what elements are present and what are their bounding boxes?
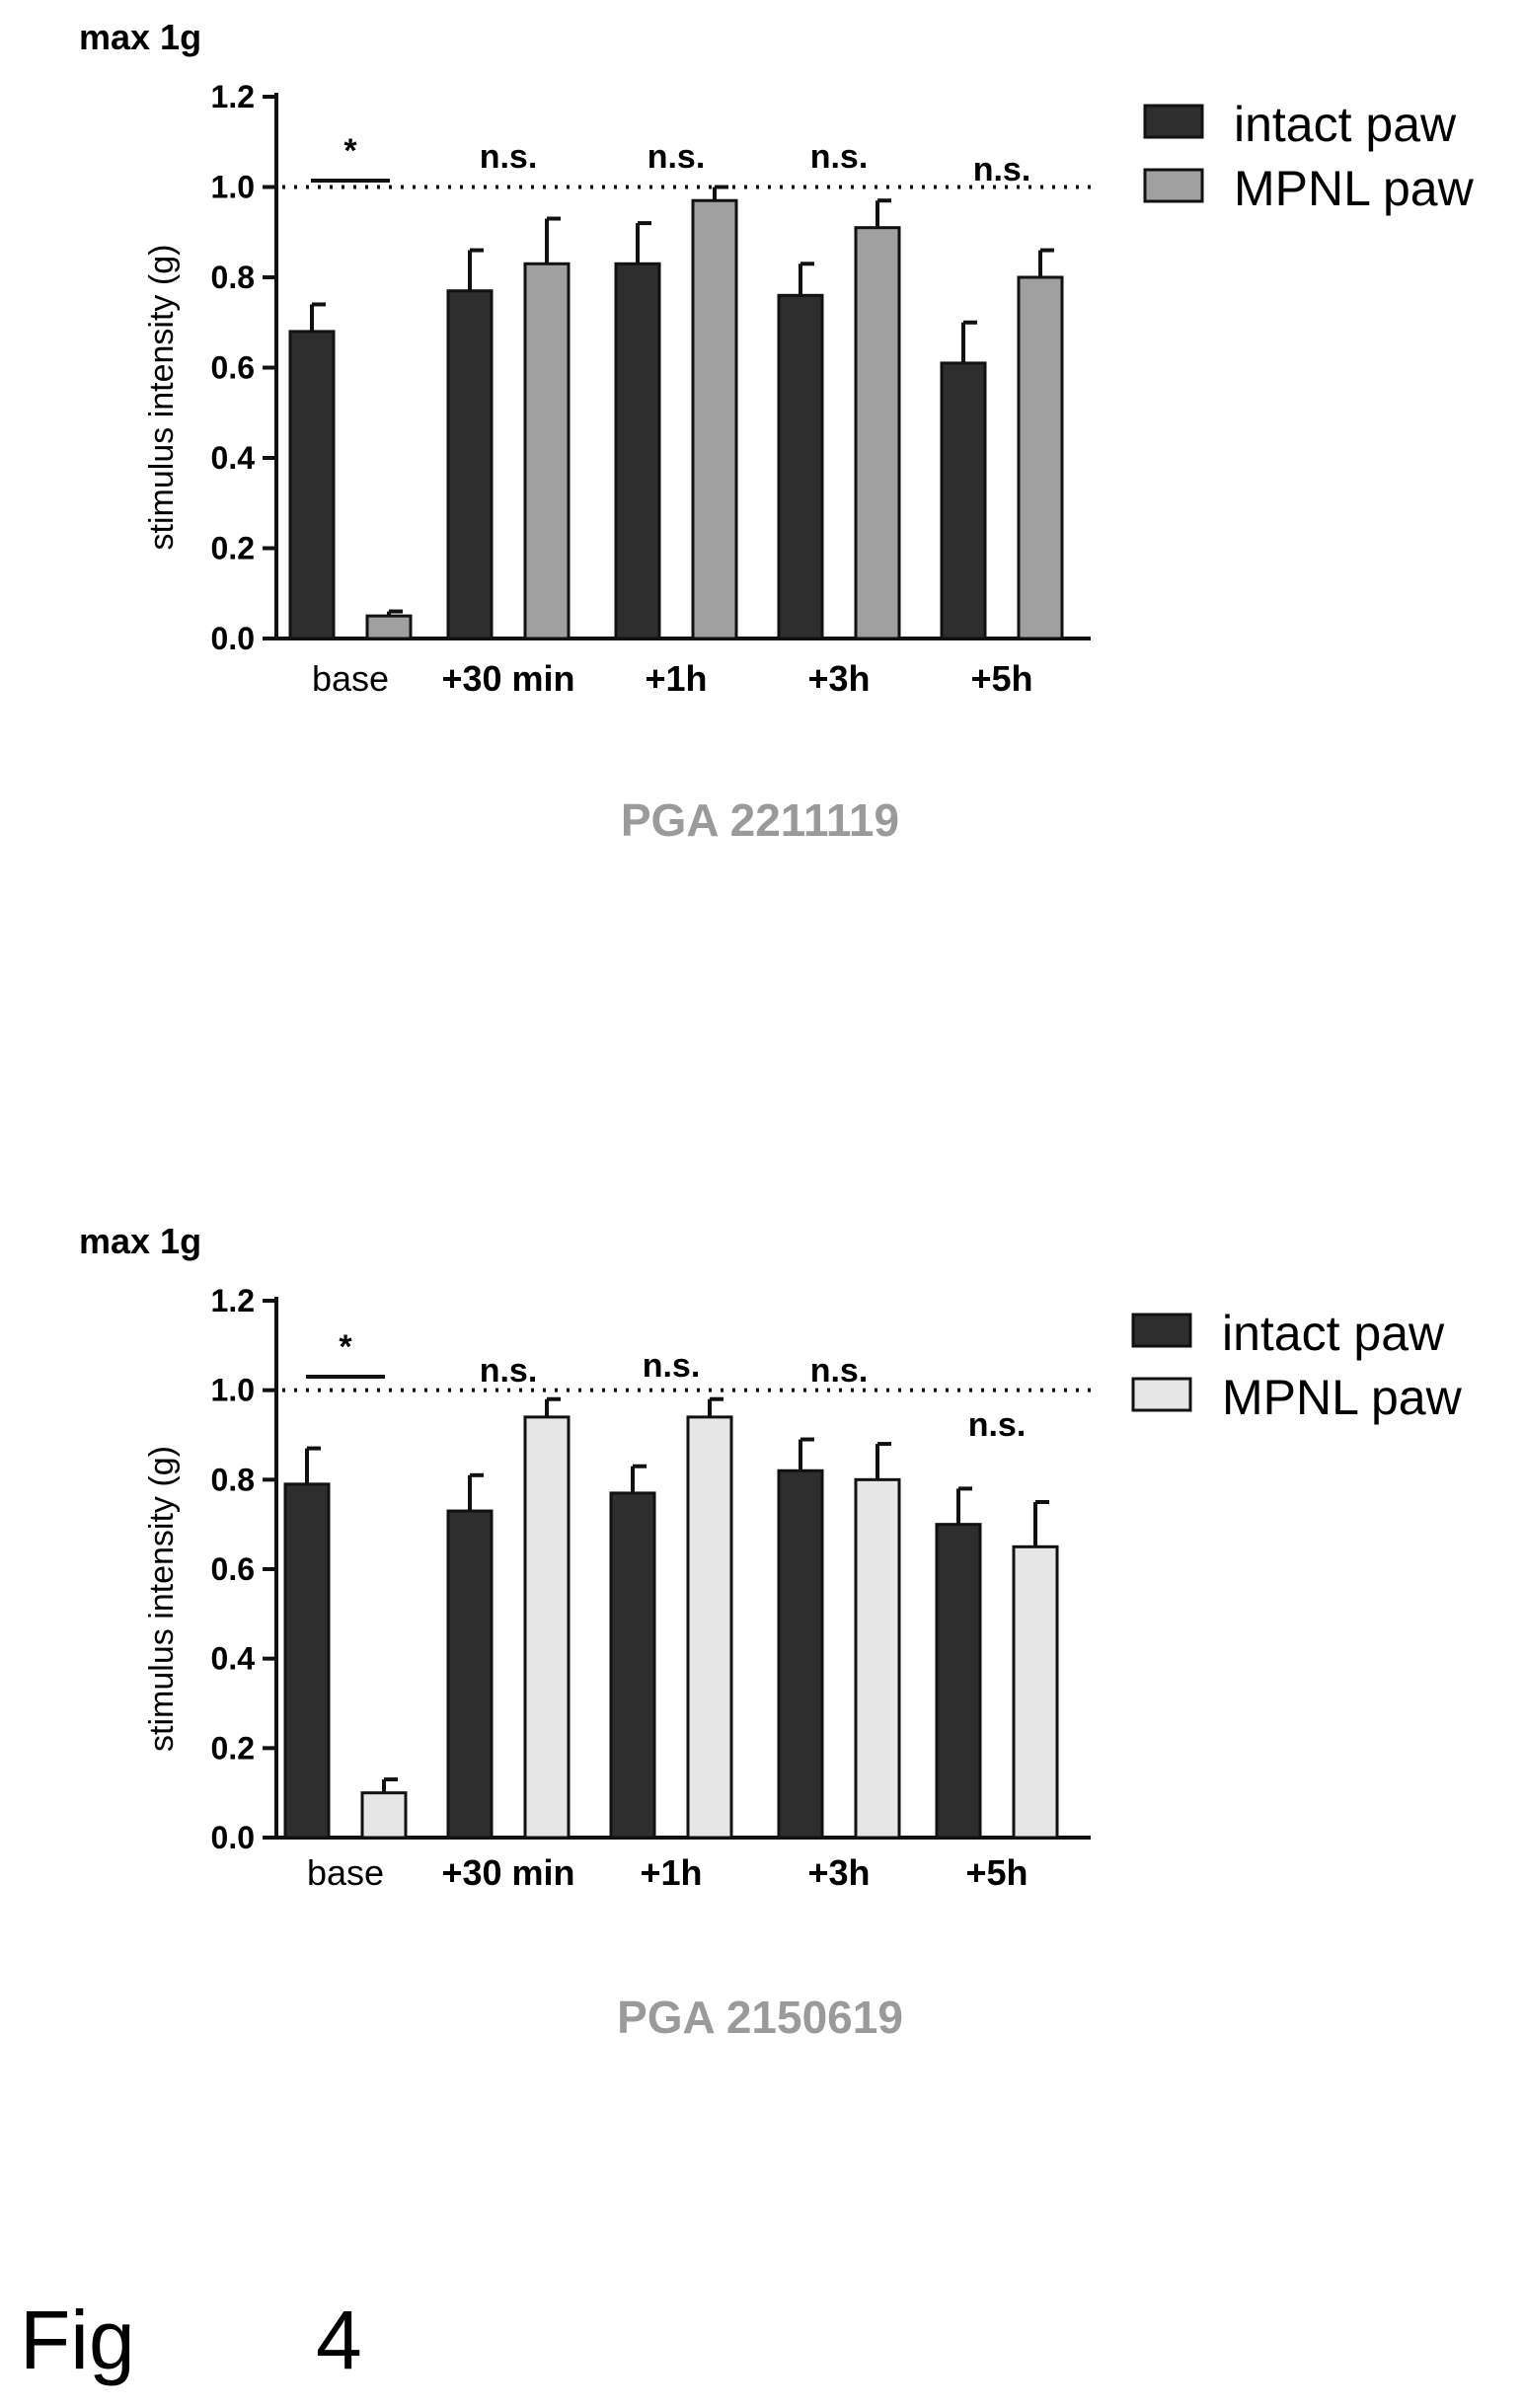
- x-tick-label: +3h: [807, 658, 870, 699]
- bar-intact: [446, 289, 494, 640]
- y-tick-label: 0.0: [211, 1820, 255, 1855]
- legend-label: MPNL paw: [1222, 1370, 1463, 1425]
- bar-intact: [777, 293, 824, 640]
- legend-swatch: [1143, 104, 1204, 139]
- significance-marker: n.s.: [968, 1406, 1027, 1444]
- significance-marker: n.s.: [480, 1352, 538, 1390]
- significance-marker: n.s.: [810, 1352, 869, 1390]
- bar-intact: [777, 1468, 824, 1840]
- significance-marker: n.s.: [643, 1347, 701, 1385]
- bar-intact: [609, 1491, 656, 1840]
- panel-caption: PGA 2150619: [617, 1992, 903, 2043]
- legend-swatch: [1143, 168, 1204, 203]
- y-tick-label: 1.0: [211, 170, 255, 205]
- legend-swatch: [1131, 1377, 1192, 1412]
- x-tick-label: +5h: [970, 658, 1032, 699]
- bar-mpnl: [854, 1477, 901, 1840]
- chart-panel-top: max 1g 0.0 0.2 0.4 0.6 0.8 1.0 1.2 stimulus inte…: [79, 17, 1475, 846]
- bar-mpnl: [360, 1791, 408, 1840]
- bar-mpnl: [1012, 1544, 1059, 1840]
- bar-mpnl: [691, 198, 738, 640]
- x-tick-label: +30 min: [441, 658, 574, 699]
- significance-marker: *: [343, 132, 357, 170]
- bar-mpnl: [854, 226, 901, 640]
- y-tick-label: 1.2: [211, 1283, 255, 1318]
- y-tick-label: 0.4: [211, 440, 256, 476]
- x-tick-label: +1h: [645, 658, 707, 699]
- y-tick-label: 0.2: [211, 1730, 255, 1766]
- max-note: max 1g: [79, 17, 201, 57]
- y-tick-label: 0.2: [211, 531, 255, 566]
- figure-label-word: Fig: [20, 2294, 135, 2386]
- x-tick-label: base: [312, 658, 389, 699]
- legend-label: MPNL paw: [1234, 161, 1475, 216]
- x-tick-label: +3h: [807, 1852, 870, 1893]
- bar-mpnl: [523, 262, 571, 640]
- panel-caption: PGA 2211119: [621, 794, 899, 846]
- x-tick-label: +5h: [965, 1852, 1028, 1893]
- y-tick-label: 0.6: [211, 350, 255, 386]
- figure-label-number: 4: [316, 2294, 362, 2386]
- significance-marker: n.s.: [810, 138, 869, 176]
- significance-marker: n.s.: [480, 138, 538, 176]
- bar-mpnl: [686, 1415, 733, 1840]
- legend-label: intact paw: [1234, 97, 1457, 152]
- bar-intact: [288, 330, 336, 640]
- bar-intact: [935, 1523, 982, 1840]
- bar-intact: [283, 1482, 331, 1840]
- x-tick-label: +30 min: [441, 1852, 574, 1893]
- y-axis-label: stimulus intensity (g): [143, 1446, 181, 1752]
- y-tick-label: 1.2: [211, 79, 255, 114]
- y-tick-label: 0.0: [211, 621, 255, 656]
- significance-marker: n.s.: [647, 138, 706, 176]
- y-tick-label: 0.4: [211, 1641, 256, 1677]
- y-tick-label: 0.8: [211, 260, 255, 295]
- y-tick-label: 0.6: [211, 1551, 255, 1587]
- bar-mpnl: [1017, 275, 1064, 640]
- bar-intact: [614, 262, 661, 640]
- legend-swatch: [1131, 1313, 1192, 1348]
- x-tick-label: +1h: [640, 1852, 702, 1893]
- bar-intact: [446, 1509, 494, 1840]
- max-note: max 1g: [79, 1221, 201, 1261]
- significance-marker: n.s.: [973, 151, 1031, 188]
- bar-mpnl: [365, 614, 413, 640]
- bar-intact: [940, 361, 987, 640]
- x-tick-label: base: [307, 1852, 384, 1893]
- chart-panel-bottom: max 1g 0.0 0.2 0.4 0.6 0.8 1.0 1.2 stimulus inte…: [79, 1221, 1463, 2043]
- bar-mpnl: [523, 1415, 571, 1840]
- y-tick-label: 0.8: [211, 1462, 255, 1497]
- legend-label: intact paw: [1222, 1306, 1445, 1361]
- y-axis-label: stimulus intensity (g): [143, 245, 181, 551]
- y-tick-label: 1.0: [211, 1373, 255, 1408]
- significance-marker: *: [339, 1328, 352, 1366]
